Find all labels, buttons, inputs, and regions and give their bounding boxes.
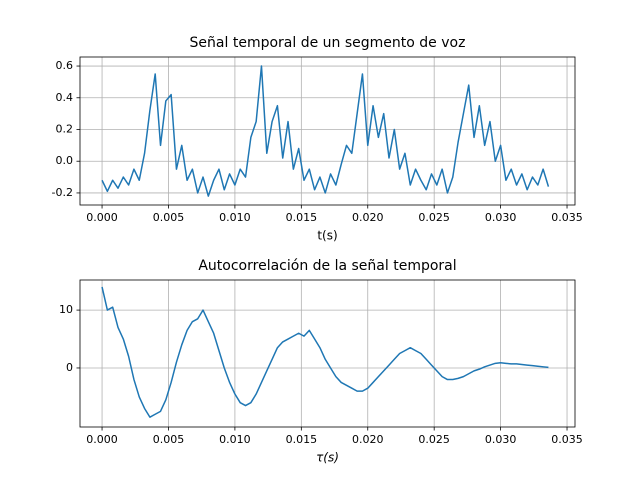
y-tick-label: 0.0 [56, 154, 74, 167]
y-tick-label: 0.6 [56, 59, 74, 72]
x-tick-label: 0.025 [418, 433, 450, 446]
line-series [101, 65, 550, 197]
axes-frame [79, 279, 576, 428]
y-tick-label: 0.2 [56, 122, 74, 135]
y-tick-label: 0.4 [56, 91, 74, 104]
x-tick-label: 0.020 [352, 211, 384, 224]
x-tick-label: 0.010 [219, 211, 251, 224]
x-tick-label: 0.000 [86, 211, 118, 224]
x-tick-label: 0.005 [153, 433, 185, 446]
x-tick-label: 0.000 [86, 433, 118, 446]
x-tick-label: 0.020 [352, 433, 384, 446]
line-series [101, 286, 549, 418]
x-tick-label: 0.030 [485, 433, 517, 446]
x-tick-label: 0.015 [286, 433, 318, 446]
y-tick-label: -0.2 [52, 186, 73, 199]
chart-title: Señal temporal de un segmento de voz [190, 35, 466, 51]
x-tick-label: 0.010 [219, 433, 251, 446]
x-axis-label: τ(s) [316, 451, 339, 465]
x-tick-label: 0.025 [418, 211, 450, 224]
axes-frame [79, 56, 576, 206]
x-tick-label: 0.035 [551, 433, 583, 446]
y-tick-label: 10 [59, 303, 73, 316]
y-tick-label: 0 [66, 361, 73, 374]
x-tick-label: 0.035 [551, 211, 583, 224]
x-axis-label: t(s) [317, 229, 337, 243]
x-tick-label: 0.015 [286, 211, 318, 224]
chart-title: Autocorrelación de la señal temporal [198, 258, 456, 274]
x-tick-label: 0.005 [153, 211, 185, 224]
x-tick-label: 0.030 [485, 211, 517, 224]
